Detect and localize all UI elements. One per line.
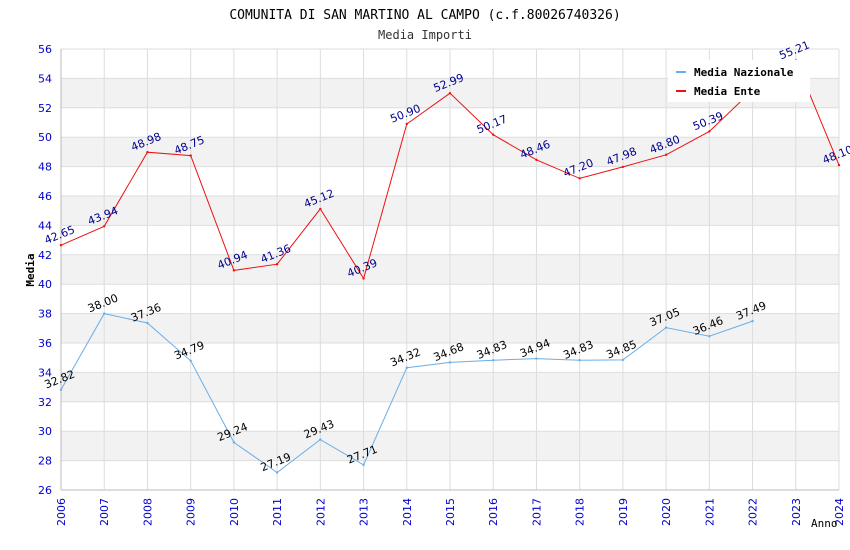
legend-label: Media Nazionale xyxy=(694,66,794,79)
data-point xyxy=(232,441,236,444)
data-label: 55.21 xyxy=(777,38,811,62)
y-tick-label: 36 xyxy=(38,337,52,350)
data-point xyxy=(535,158,538,162)
data-point xyxy=(664,326,668,329)
series-layer xyxy=(59,59,841,474)
data-point xyxy=(664,153,668,157)
legend-box xyxy=(668,60,810,102)
data-point xyxy=(59,388,63,391)
data-point xyxy=(59,244,63,247)
y-tick-label: 32 xyxy=(38,396,52,409)
x-axis-title: Anno xyxy=(811,517,838,530)
data-point xyxy=(448,361,452,364)
chart-title: COMUNITA DI SAN MARTINO AL CAMPO (c.f.80… xyxy=(229,8,620,23)
x-tick-label: 2007 xyxy=(98,498,111,526)
y-tick-label: 46 xyxy=(38,190,52,203)
data-point xyxy=(448,92,452,95)
data-point xyxy=(578,177,581,180)
x-tick-label: 2013 xyxy=(358,498,371,526)
x-tick-label: 2009 xyxy=(185,498,198,526)
x-tick-label: 2021 xyxy=(703,498,716,526)
data-point xyxy=(103,312,106,315)
axes: 26 28 30 32 34 36 38 40 42 44 46 48 50 52 54 56 2006 2007… xyxy=(38,43,846,526)
data-point xyxy=(708,335,711,338)
y-tick-label: 26 xyxy=(38,484,52,497)
data-point xyxy=(621,165,625,169)
y-axis-title: Media xyxy=(24,253,37,286)
data-point xyxy=(189,359,192,362)
y-tick-label: 42 xyxy=(38,249,52,262)
data-label: 50.39 xyxy=(691,109,725,133)
data-point xyxy=(103,225,106,228)
data-point xyxy=(275,263,279,266)
data-point xyxy=(535,357,538,360)
data-point xyxy=(319,438,322,441)
y-tick-label: 44 xyxy=(38,219,52,232)
data-point xyxy=(362,277,365,280)
data-point xyxy=(405,366,408,369)
data-point xyxy=(319,207,322,211)
data-point xyxy=(751,319,754,323)
x-tick-label: 2024 xyxy=(833,498,846,526)
x-tick-label: 2008 xyxy=(141,498,154,526)
x-tick-label: 2012 xyxy=(314,498,327,526)
legend: Media Nazionale Media Ente xyxy=(668,60,810,102)
data-point xyxy=(232,269,236,272)
x-tick-label: 2010 xyxy=(228,498,241,526)
y-tick-label: 34 xyxy=(38,366,52,379)
data-point xyxy=(578,358,581,362)
data-point xyxy=(492,133,495,136)
x-tick-label: 2020 xyxy=(660,498,673,526)
x-tick-label: 2023 xyxy=(790,498,803,526)
x-tick-label: 2019 xyxy=(617,498,630,526)
data-point xyxy=(189,154,192,157)
data-point xyxy=(708,130,711,133)
y-tick-label: 56 xyxy=(38,43,52,56)
legend-label: Media Ente xyxy=(694,85,761,98)
data-label: 34.68 xyxy=(432,340,466,364)
chart-subtitle: Media Importi xyxy=(378,28,472,42)
x-tick-label: 2018 xyxy=(574,498,587,526)
data-point xyxy=(146,321,149,325)
x-tick-label: 2011 xyxy=(271,498,284,526)
y-tick-label: 52 xyxy=(38,102,52,115)
data-point xyxy=(275,471,279,474)
data-point xyxy=(362,463,365,467)
data-point xyxy=(837,163,841,167)
data-point xyxy=(621,358,625,362)
y-tick-label: 38 xyxy=(38,308,52,321)
x-tick-label: 2022 xyxy=(747,498,760,526)
y-tick-label: 54 xyxy=(38,72,52,85)
y-tick-label: 40 xyxy=(38,278,52,291)
x-tick-label: 2014 xyxy=(401,498,414,526)
x-tick-label: 2006 xyxy=(55,498,68,526)
y-tick-label: 50 xyxy=(38,131,52,144)
data-point xyxy=(492,358,495,362)
data-point xyxy=(146,150,149,154)
y-tick-label: 48 xyxy=(38,161,52,174)
data-label: 34.32 xyxy=(388,346,422,370)
x-tick-label: 2017 xyxy=(530,498,543,526)
x-tick-label: 2015 xyxy=(444,498,457,526)
data-point xyxy=(405,122,408,126)
data-label: 38.00 xyxy=(86,291,120,315)
x-tick-label: 2016 xyxy=(487,498,500,526)
y-tick-label: 28 xyxy=(38,455,52,468)
y-tick-label: 30 xyxy=(38,425,52,438)
